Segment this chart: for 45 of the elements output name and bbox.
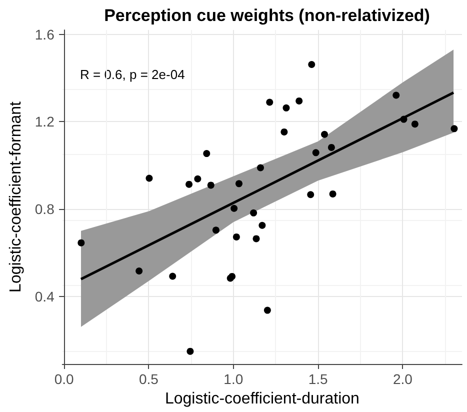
point	[78, 239, 85, 246]
point	[400, 116, 408, 123]
y-tick-label: 1.2	[34, 114, 55, 130]
point	[321, 130, 328, 138]
y-tick-label: 1.6	[34, 26, 55, 42]
point	[230, 204, 238, 212]
point	[169, 272, 176, 280]
point	[258, 222, 266, 229]
x-tick-label: 2.0	[392, 371, 413, 387]
y-tick-label: 0.8	[34, 201, 55, 218]
point	[312, 149, 320, 156]
x-tick-label: 1.5	[308, 371, 328, 387]
point	[392, 92, 400, 99]
point	[329, 190, 336, 198]
point	[282, 104, 290, 112]
point	[328, 144, 335, 151]
point	[186, 180, 193, 188]
point	[450, 125, 458, 132]
point	[146, 174, 153, 182]
point	[307, 191, 314, 198]
point	[203, 150, 210, 158]
point	[235, 180, 242, 188]
point	[411, 120, 418, 128]
x-tick-label: 0.0	[54, 371, 74, 387]
point	[194, 175, 202, 182]
chart-title: Perception cue weights (non-relativized)	[104, 6, 430, 25]
point	[207, 182, 214, 189]
point	[212, 226, 220, 234]
x-axis-title: Logistic-coefficient-duration	[164, 390, 360, 408]
point	[136, 268, 143, 274]
x-tick-label: 1.0	[224, 371, 244, 387]
point	[252, 235, 260, 242]
point	[264, 306, 271, 314]
point	[232, 233, 240, 240]
y-tick-label: 0.4	[34, 288, 55, 304]
point	[250, 209, 258, 216]
point	[256, 164, 264, 172]
point	[280, 128, 288, 136]
point	[308, 60, 316, 68]
line-series	[80, 91, 455, 280]
point	[186, 348, 194, 355]
point	[296, 97, 303, 104]
x-tick-label: 0.5	[138, 371, 159, 387]
y-axis-title: Logistic-coefficient-formant	[8, 101, 24, 292]
point	[266, 98, 274, 106]
